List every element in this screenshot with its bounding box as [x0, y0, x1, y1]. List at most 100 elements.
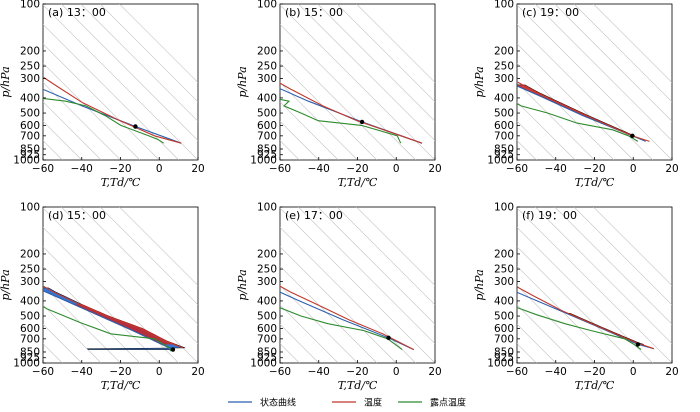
y-tick-label: 100	[20, 202, 40, 214]
isotherm-line	[356, 207, 435, 286]
x-axis-label: T,Td/℃	[101, 379, 141, 392]
temperature-line	[43, 76, 182, 144]
y-tick-label: 850	[494, 143, 514, 155]
skewt-panel: (c) 19：001002002503004005006007008509251…	[473, 0, 679, 189]
plot-area	[43, 4, 198, 160]
isotherm-line	[573, 4, 672, 103]
dewpoint-line	[43, 97, 165, 144]
isotherm-line	[517, 120, 556, 160]
y-axis-label: p/hPa	[0, 66, 12, 97]
plot-area	[280, 4, 435, 160]
y-tick-label: 500	[257, 311, 277, 323]
y-tick-label: 400	[257, 92, 277, 104]
y-tick-label: 925	[20, 352, 40, 364]
x-tick-label: −60	[506, 366, 528, 378]
isotherm-line	[280, 62, 378, 160]
isotherm-line	[535, 4, 672, 142]
lcl-marker	[630, 133, 635, 139]
isotherm-line	[43, 207, 198, 363]
y-tick-label: 300	[494, 276, 514, 288]
y-tick-label: 700	[20, 333, 40, 345]
y-tick-label: 200	[494, 248, 514, 260]
y-tick-label: 700	[494, 130, 514, 142]
isotherm-line	[119, 207, 198, 286]
dewpoint-line	[517, 307, 642, 351]
legend-label-dewpoint: 露点温度	[430, 397, 466, 409]
isotherm-line	[298, 207, 435, 345]
y-tick-label: 1000	[487, 358, 514, 370]
y-tick-label: 600	[257, 323, 277, 335]
isotherm-line	[43, 323, 82, 363]
x-tick-label: −60	[269, 163, 291, 175]
y-tick-label: 400	[20, 92, 40, 104]
isotherm-line	[280, 285, 358, 363]
isotherm-line	[280, 4, 435, 160]
temperature-line	[517, 81, 650, 142]
dewpoint-line	[517, 102, 639, 142]
x-tick-label: 0	[393, 366, 400, 378]
isotherm-line	[517, 246, 634, 363]
isotherm-line	[99, 207, 198, 306]
y-tick-label: 500	[20, 108, 40, 120]
panel-label: (e) 17：00	[285, 209, 343, 222]
isotherm-line	[43, 43, 160, 160]
y-tick-label: 925	[494, 352, 514, 364]
x-tick-label: 0	[156, 366, 163, 378]
temperature-line	[517, 286, 654, 350]
y-tick-label: 925	[257, 352, 277, 364]
y-tick-label: 500	[257, 108, 277, 120]
y-tick-label: 250	[257, 264, 277, 276]
isotherm-line	[43, 82, 121, 160]
x-tick-label: 20	[191, 163, 204, 175]
y-tick-label: 600	[20, 120, 40, 132]
isotherm-line	[517, 226, 653, 363]
isotherm-line	[593, 207, 672, 286]
y-tick-label: 100	[20, 0, 40, 11]
isotherm-line	[43, 23, 179, 160]
x-tick-label: −40	[71, 366, 93, 378]
panel-label: (f) 19：00	[522, 209, 577, 222]
temperature-line	[280, 82, 423, 144]
x-tick-label: −40	[71, 163, 93, 175]
y-tick-label: 925	[257, 149, 277, 161]
lcl-marker	[359, 119, 365, 125]
isotherm-line	[517, 43, 634, 160]
panel-frame	[42, 206, 199, 364]
y-tick-label: 400	[494, 295, 514, 307]
lcl-marker	[635, 342, 641, 347]
y-tick-label: 250	[20, 264, 40, 276]
x-tick-label: −60	[269, 366, 291, 378]
y-tick-label: 400	[20, 295, 40, 307]
y-tick-label: 600	[257, 120, 277, 132]
plot-area	[517, 4, 672, 160]
isotherm-line	[43, 285, 121, 363]
y-tick-label: 100	[494, 202, 514, 214]
lcl-marker	[386, 335, 391, 341]
x-tick-label: 20	[428, 163, 441, 175]
y-tick-label: 1000	[250, 358, 277, 370]
isotherm-line	[517, 4, 672, 160]
panels-group: (a) 13：001002002503004005006007008509251…	[0, 0, 679, 393]
lcl-marker	[170, 347, 176, 352]
x-tick-label: 0	[630, 366, 637, 378]
panel-label: (c) 19：00	[522, 6, 579, 19]
y-tick-label: 850	[257, 346, 277, 358]
isotherm-line	[517, 101, 576, 160]
isotherm-line	[336, 207, 435, 306]
y-tick-label: 850	[20, 143, 40, 155]
y-tick-label: 200	[494, 45, 514, 57]
y-tick-label: 600	[494, 120, 514, 132]
y-tick-label: 500	[494, 311, 514, 323]
skewt-panel: (e) 17：001002002503004005006007008509251…	[236, 202, 442, 393]
legend-label-temperature: 温度	[364, 397, 382, 409]
y-tick-label: 100	[494, 0, 514, 11]
plot-area	[43, 207, 198, 363]
state-curve-line	[43, 290, 174, 351]
isotherm-line	[43, 62, 141, 160]
isotherm-line	[517, 323, 556, 363]
y-tick-label: 700	[494, 333, 514, 345]
x-tick-label: −40	[545, 163, 567, 175]
x-tick-label: 0	[393, 163, 400, 175]
y-tick-label: 600	[494, 323, 514, 335]
